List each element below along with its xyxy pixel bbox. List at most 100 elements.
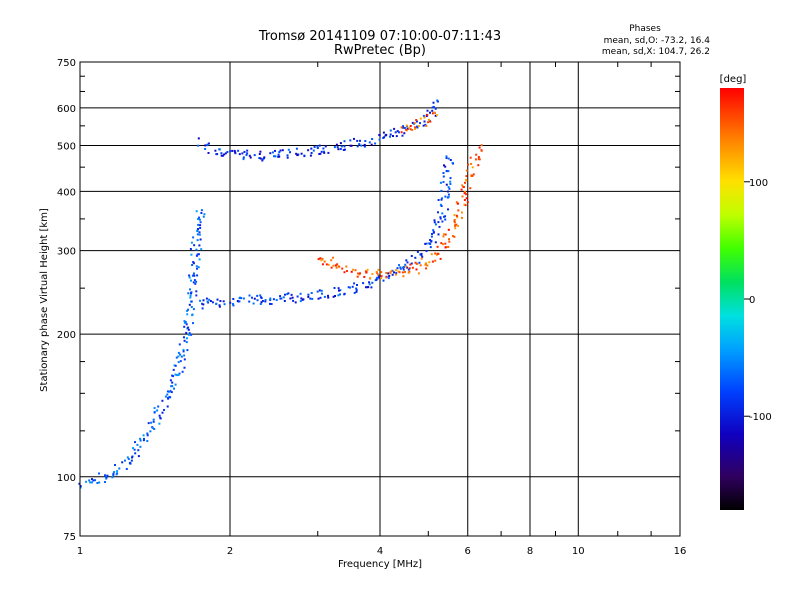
data-point	[447, 170, 450, 173]
data-point	[245, 153, 248, 156]
data-point	[177, 355, 180, 358]
colorbar-tick-label: 100	[749, 178, 768, 189]
data-point	[430, 253, 433, 256]
data-point	[469, 156, 472, 159]
data-point	[195, 265, 198, 268]
data-point	[425, 125, 428, 127]
data-point	[395, 273, 397, 276]
data-point	[323, 295, 326, 298]
data-point	[437, 199, 440, 201]
data-point	[378, 276, 381, 279]
data-point	[202, 303, 205, 306]
data-point	[427, 118, 430, 121]
data-point	[200, 212, 203, 214]
data-point	[400, 131, 403, 134]
data-point	[424, 242, 427, 245]
data-point	[187, 333, 190, 336]
data-point	[338, 289, 340, 292]
data-point	[91, 481, 93, 484]
data-point	[115, 473, 118, 476]
data-point	[310, 292, 313, 294]
data-point	[209, 300, 212, 302]
y-tick-label: 400	[57, 187, 76, 198]
data-point	[177, 351, 180, 354]
data-point	[320, 259, 323, 262]
data-point	[404, 263, 407, 266]
data-point	[198, 216, 200, 219]
data-point	[353, 291, 356, 294]
data-point	[175, 356, 178, 359]
data-point	[343, 145, 346, 148]
data-point	[371, 273, 374, 275]
data-point	[183, 339, 186, 342]
data-point	[420, 254, 423, 256]
x-tick-label: 4	[377, 546, 383, 557]
data-point	[332, 264, 335, 267]
data-point	[368, 283, 371, 286]
data-point	[193, 244, 196, 247]
data-point	[434, 107, 437, 110]
data-point	[424, 123, 427, 126]
data-point	[425, 262, 427, 265]
data-point	[396, 267, 399, 270]
data-point	[433, 221, 436, 224]
data-point	[181, 370, 184, 373]
data-point	[449, 177, 452, 180]
data-point	[437, 211, 439, 214]
data-point	[339, 293, 341, 296]
data-point	[393, 127, 396, 130]
data-point	[442, 172, 445, 174]
data-point	[199, 227, 202, 229]
data-point	[195, 254, 198, 257]
data-point	[447, 186, 450, 189]
data-point	[363, 143, 366, 146]
data-point	[401, 271, 404, 274]
data-point	[356, 284, 358, 286]
data-point	[442, 235, 445, 238]
data-point	[269, 299, 272, 301]
data-point	[151, 426, 154, 429]
data-point	[390, 270, 393, 273]
data-point	[350, 144, 353, 147]
data-point	[188, 303, 191, 306]
data-point	[190, 241, 193, 244]
data-point	[405, 128, 408, 131]
data-point	[182, 350, 185, 353]
data-point	[461, 184, 464, 187]
data-point	[432, 112, 434, 115]
data-point	[382, 279, 385, 282]
data-point	[465, 175, 468, 178]
data-point	[116, 470, 119, 473]
data-point	[142, 439, 145, 442]
data-point	[461, 211, 463, 214]
data-point	[183, 325, 186, 328]
data-point	[368, 141, 371, 144]
data-point	[411, 266, 414, 269]
data-point	[382, 131, 385, 134]
data-point	[455, 223, 458, 226]
data-point	[287, 292, 290, 295]
data-point	[188, 332, 191, 335]
data-point	[261, 159, 264, 162]
data-point	[218, 305, 221, 308]
data-point	[389, 133, 392, 136]
data-point	[186, 309, 189, 312]
data-point	[166, 405, 169, 408]
data-point	[279, 149, 282, 152]
data-point	[431, 233, 433, 235]
data-point	[402, 125, 405, 128]
data-point	[300, 152, 303, 155]
data-point	[337, 294, 340, 297]
data-point	[256, 299, 259, 302]
data-point	[201, 307, 204, 310]
data-point	[240, 297, 243, 300]
data-point	[246, 149, 249, 152]
data-point	[447, 157, 450, 160]
data-point	[330, 259, 333, 262]
data-point	[347, 286, 350, 289]
data-point	[174, 364, 177, 367]
data-point	[426, 114, 429, 117]
data-point	[207, 142, 210, 145]
x-tick-label: 6	[465, 546, 471, 557]
data-point	[105, 476, 108, 479]
